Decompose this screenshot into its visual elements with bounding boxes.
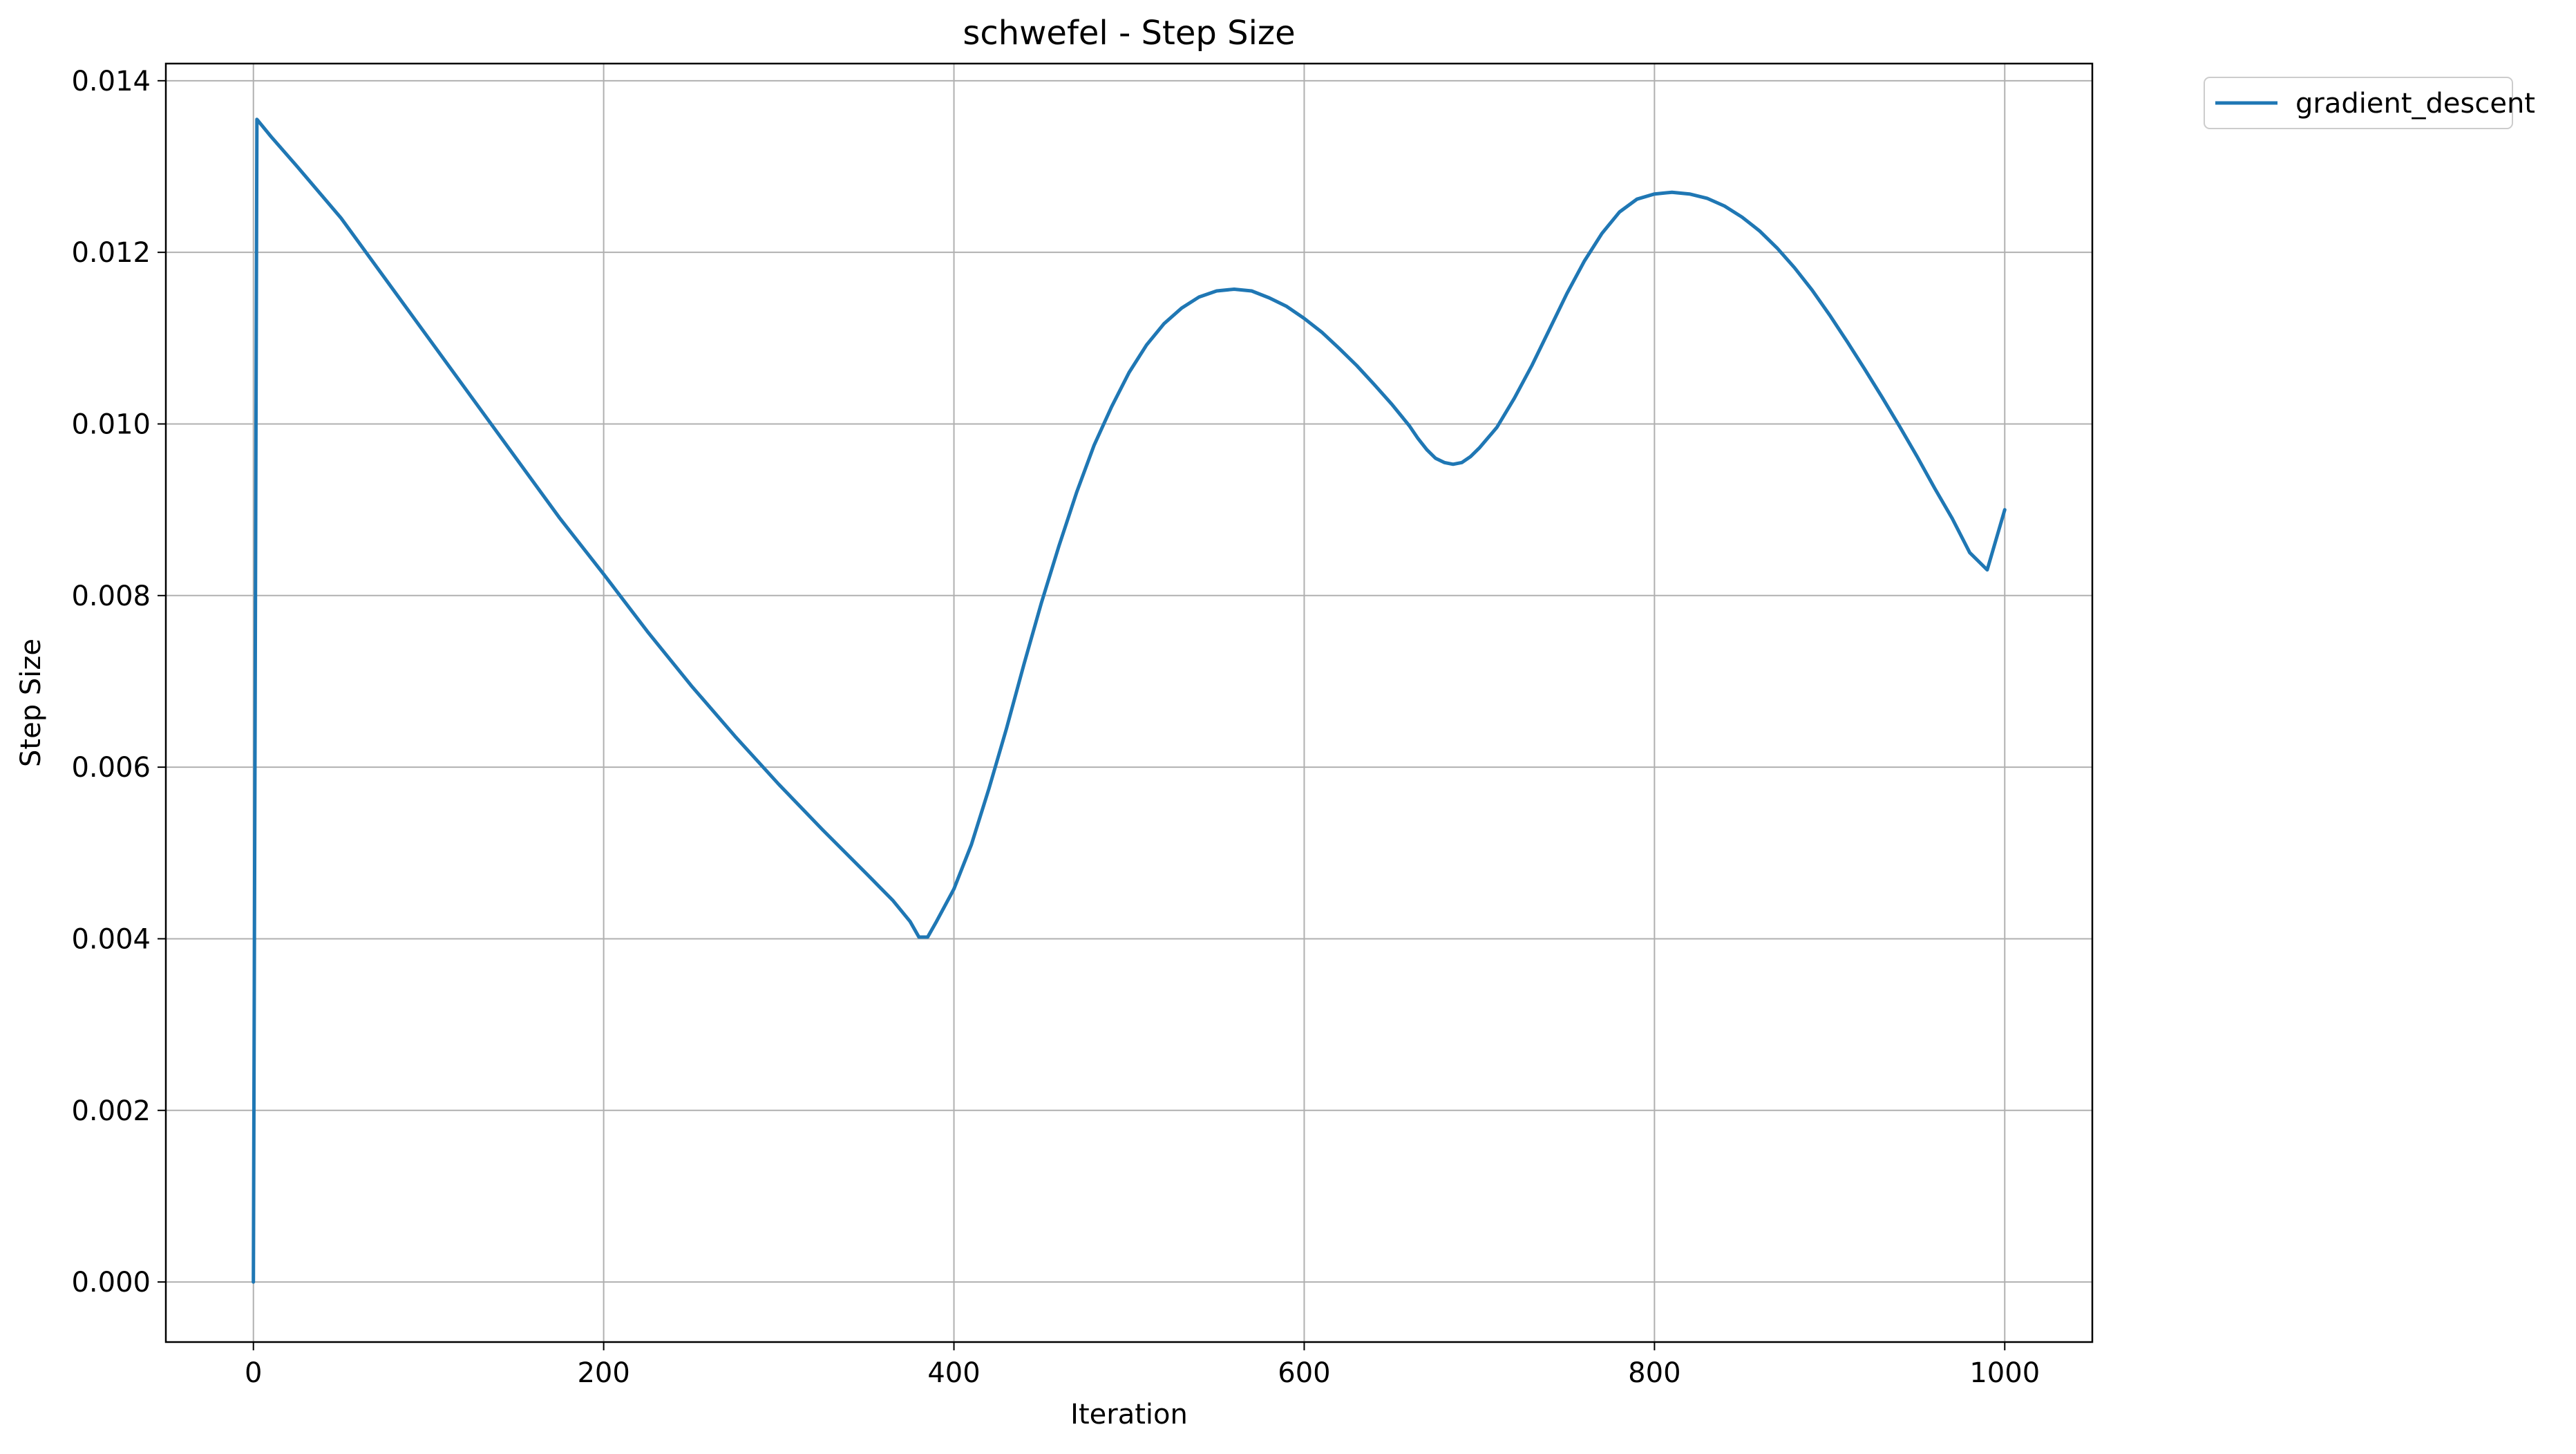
y-tick-label: 0.002 [71,1095,151,1127]
legend: gradient_descent [2204,77,2535,129]
y-tick-label: 0.012 [71,237,151,269]
y-tick-label: 0.000 [71,1267,151,1299]
x-tick-label: 0 [245,1357,262,1389]
plot-frame [164,62,2094,1343]
y-tick-label: 0.008 [71,580,151,612]
x-tick-label: 200 [577,1357,629,1389]
x-tick-label: 600 [1278,1357,1330,1389]
x-tick-label: 400 [927,1357,980,1389]
legend-label-gradient-descent: gradient_descent [2295,88,2535,120]
y-tick-label: 0.014 [71,66,151,97]
series-layer [252,117,2007,1284]
series-line-gradient-descent [252,117,2007,1284]
x-tick-label: 800 [1628,1357,1680,1389]
x-axis-label: Iteration [1070,1399,1188,1431]
y-axis-label: Step Size [15,639,47,767]
chart-title: schwefel - Step Size [963,14,1295,53]
grid [166,64,2092,1342]
ticks: 0 200 400 600 800 1000 0.000 0.002 0.004 0.006 0.0… [71,66,2040,1389]
y-tick-label: 0.010 [71,408,151,440]
y-tick-label: 0.006 [71,752,151,784]
legend-box [2204,77,2513,129]
y-tick-label: 0.004 [71,923,151,955]
x-tick-label: 1000 [1969,1357,2040,1389]
